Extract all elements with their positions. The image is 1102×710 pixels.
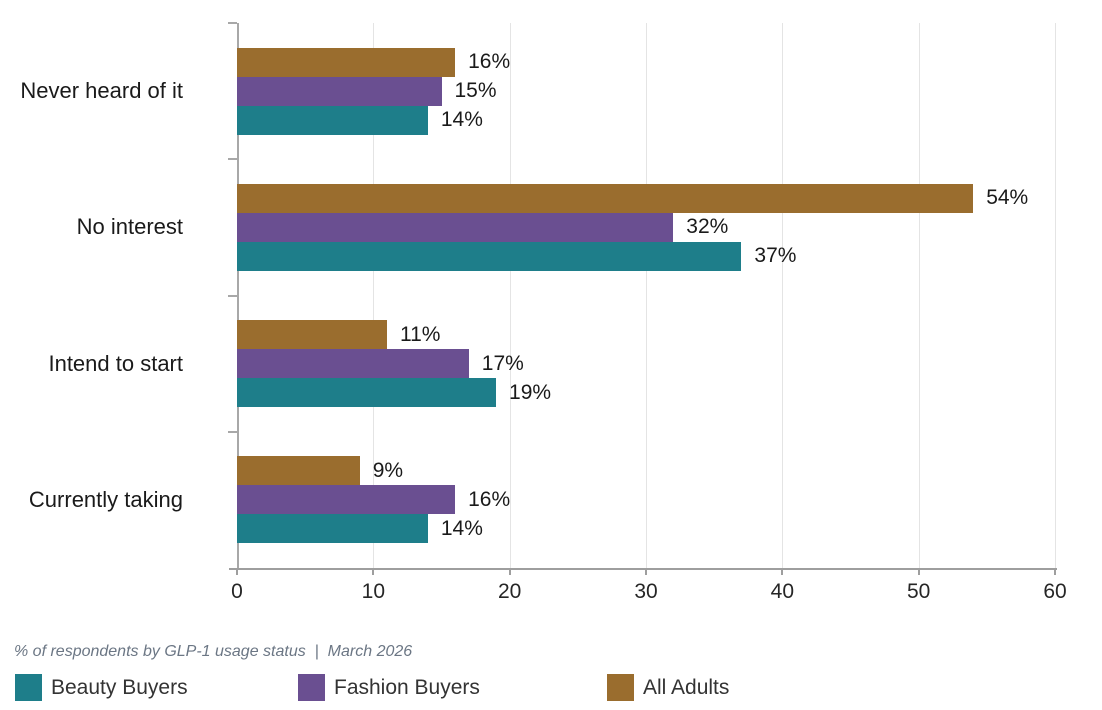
bar-value-label: 32% — [686, 215, 729, 239]
bar-value-label: 14% — [440, 516, 483, 540]
x-tick-label: 0 — [231, 580, 243, 603]
x-tick-label: 10 — [361, 580, 385, 603]
bar-value-label: 9% — [372, 458, 404, 482]
x-axis-tick — [645, 568, 647, 575]
x-axis-tick — [372, 568, 375, 575]
bar-row: 37% — [237, 241, 1102, 271]
bar-row: 14% — [237, 514, 1102, 544]
bar-all-adults — [237, 47, 456, 77]
bar-value-label: 16% — [468, 50, 511, 74]
gridline — [918, 23, 920, 568]
x-tick-label: 50 — [906, 580, 931, 603]
x-axis-tick — [508, 568, 511, 575]
bar-fashion-buyers — [237, 349, 469, 379]
bar-value-label: 15% — [454, 79, 497, 103]
y-axis-tick — [228, 22, 237, 24]
chart-footnote: % of respondents by GLP-1 usage status |… — [14, 643, 413, 660]
bar-beauty-buyers — [237, 105, 428, 135]
x-axis-tick — [917, 568, 920, 575]
bar-value-label: 11% — [399, 322, 441, 346]
bar-value-label: 37% — [754, 244, 797, 268]
bar-fashion-buyers — [237, 212, 674, 242]
gridline — [782, 23, 784, 568]
bar-value-label: 54% — [986, 186, 1029, 210]
bar-row: 11% — [237, 320, 1102, 350]
bar-fashion-buyers — [237, 485, 456, 515]
category-label: Never heard of it — [20, 78, 183, 104]
legend-swatch — [298, 674, 325, 701]
legend: Beauty Buyers Fashion Buyers All Adults — [0, 674, 1102, 704]
bar-beauty-buyers — [237, 241, 742, 271]
legend-item-all-adults: All Adults — [607, 674, 729, 701]
x-axis-line — [229, 568, 1057, 570]
bar-value-label: 16% — [468, 487, 511, 511]
bar-beauty-buyers — [237, 514, 428, 544]
bar-all-adults — [237, 320, 387, 350]
bar-row: 17% — [237, 349, 1102, 379]
bar-row: 32% — [237, 212, 1102, 242]
category-label: Currently taking — [28, 486, 183, 512]
category-label: Intend to start — [48, 350, 183, 376]
gridline — [646, 23, 647, 568]
bar-value-label: 19% — [509, 380, 552, 404]
legend-swatch — [15, 674, 42, 701]
x-tick-label: 20 — [497, 580, 522, 603]
gridline — [509, 23, 511, 568]
gridline — [373, 23, 375, 568]
y-axis-tick — [228, 158, 237, 161]
legend-swatch — [607, 674, 634, 701]
bar-fashion-buyers — [237, 76, 442, 106]
bar-row: 54% — [237, 183, 1102, 213]
y-axis-line — [237, 23, 239, 568]
bar-value-label: 17% — [481, 351, 524, 375]
bar-all-adults — [237, 183, 974, 213]
bar-row: 14% — [237, 105, 1102, 135]
category-label: No interest — [76, 214, 183, 240]
bar-beauty-buyers — [237, 378, 497, 408]
gridline — [1055, 23, 1056, 568]
bar-value-label: 14% — [440, 108, 483, 132]
bar-all-adults — [237, 456, 360, 486]
x-tick-label: 30 — [634, 580, 658, 603]
bar-row: 9% — [237, 456, 1102, 486]
x-tick-label: 40 — [770, 580, 794, 603]
legend-label: Fashion Buyers — [334, 675, 480, 699]
x-axis-tick — [1054, 568, 1056, 575]
bar-row: 16% — [237, 47, 1102, 77]
legend-label: Beauty Buyers — [51, 675, 188, 699]
bar-row: 19% — [237, 378, 1102, 408]
legend-item-fashion-buyers: Fashion Buyers — [298, 674, 480, 701]
x-axis-tick — [236, 568, 238, 575]
x-axis-tick — [781, 568, 784, 575]
bar-row: 15% — [237, 76, 1102, 106]
x-tick-label: 60 — [1043, 580, 1067, 603]
legend-label: All Adults — [643, 675, 730, 699]
legend-item-beauty-buyers: Beauty Buyers — [15, 674, 188, 701]
y-axis-tick — [228, 294, 237, 297]
bar-row: 16% — [237, 485, 1102, 515]
y-axis-tick — [228, 430, 237, 433]
